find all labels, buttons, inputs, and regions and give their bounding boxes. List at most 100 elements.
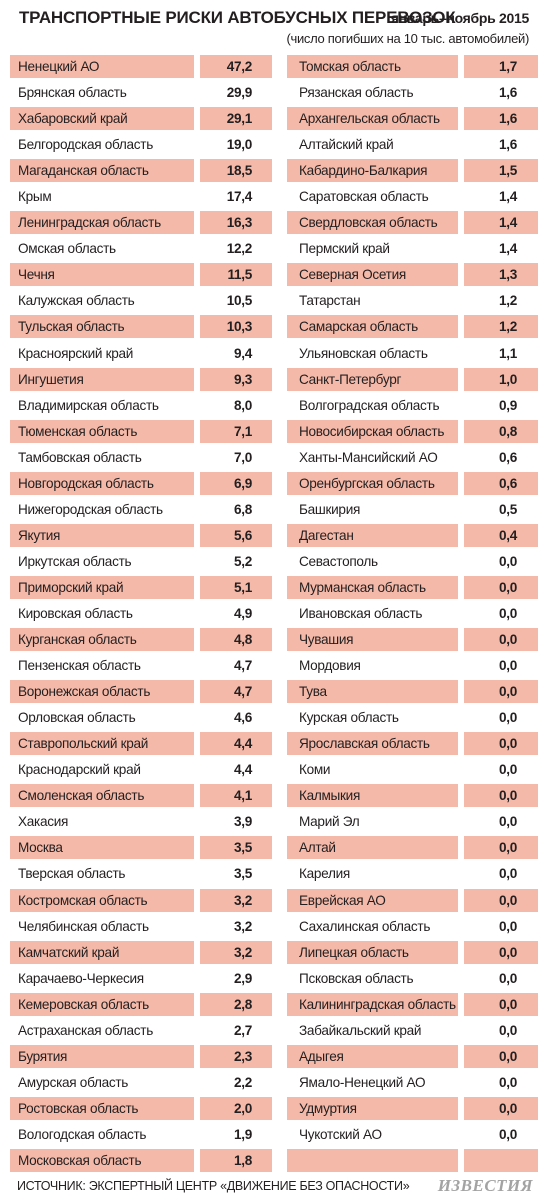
risk-value: 9,4 — [234, 345, 252, 361]
risk-value: 0,0 — [464, 575, 538, 599]
region-name: Ханты-Мансийский АО — [299, 449, 438, 465]
region-name: Ивановская область — [299, 605, 423, 621]
region-name: Марий Эл — [299, 814, 360, 830]
risk-value: 0,0 — [499, 814, 517, 830]
risk-value: 6,8 — [234, 501, 252, 517]
region-name: Камчатский край — [10, 940, 194, 964]
risk-value: 4,4 — [234, 762, 252, 778]
region-name: Сахалинская область — [299, 918, 431, 934]
region-name: Ярославская область — [287, 732, 458, 756]
region-name: Свердловская область — [287, 211, 458, 235]
region-name: Пермский край — [299, 241, 390, 257]
region-name: Краснодарский край — [18, 762, 141, 778]
risk-value: 7,0 — [234, 449, 252, 465]
region-name: Калининградская область — [287, 992, 458, 1016]
region-name: Магаданская область — [10, 159, 194, 183]
region-name: Самарская область — [287, 315, 458, 339]
risk-value: 0,0 — [499, 553, 517, 569]
region-name: Тамбовская область — [18, 449, 142, 465]
risk-value: 5,1 — [200, 575, 272, 599]
region-name: Алтай — [287, 836, 458, 860]
region-name: Чувашия — [287, 628, 458, 652]
region-name: Рязанская область — [299, 85, 414, 101]
period-label: январь–ноябрь 2015 — [390, 10, 530, 26]
risk-value: 2,7 — [234, 1022, 252, 1038]
risk-value: 18,5 — [200, 159, 272, 183]
region-name: Московская область — [10, 1148, 194, 1172]
risk-value: 4,7 — [234, 658, 252, 674]
risk-value: 11,5 — [200, 263, 272, 287]
region-name: Астраханская область — [18, 1022, 153, 1038]
risk-value: 0,0 — [499, 1126, 517, 1142]
risk-value: 3,2 — [200, 940, 272, 964]
region-name: Якутия — [10, 523, 194, 547]
risk-value: 0,0 — [464, 888, 538, 912]
risk-value: 1,4 — [499, 241, 517, 257]
region-name: Омская область — [18, 241, 116, 257]
risk-value: 1,7 — [464, 55, 538, 78]
region-name: Ставропольский край — [10, 732, 194, 756]
region-name: Северная Осетия — [287, 263, 458, 287]
risk-value: 0,0 — [464, 628, 538, 652]
risk-value: 0,0 — [464, 732, 538, 756]
region-name: Приморский край — [10, 575, 194, 599]
region-name: Дагестан — [287, 523, 458, 547]
risk-value: 3,5 — [200, 836, 272, 860]
region-name: Кировская область — [18, 605, 133, 621]
risk-value: 4,1 — [200, 784, 272, 808]
risk-value: 0,6 — [464, 471, 538, 495]
risk-value: 2,9 — [234, 970, 252, 986]
region-name: Белгородская область — [18, 137, 154, 153]
risk-value: 10,5 — [226, 293, 253, 309]
risk-value: 2,3 — [200, 1044, 272, 1068]
risk-value: 3,2 — [200, 888, 272, 912]
region-name: Мордовия — [299, 658, 361, 674]
region-name: Татарстан — [299, 293, 361, 309]
risk-value: 1,1 — [499, 345, 517, 361]
risk-value: 29,1 — [200, 107, 272, 131]
region-name: Карачаево-Черкесия — [18, 970, 144, 986]
region-name: Красноярский край — [18, 345, 134, 361]
region-name: Алтайский край — [299, 137, 394, 153]
risk-value: 3,9 — [234, 814, 252, 830]
region-name: Тверская область — [18, 866, 126, 882]
risk-value: 2,2 — [234, 1074, 252, 1090]
risk-value: 4,8 — [200, 628, 272, 652]
izvestia-logo: ИЗВЕСТИЯ — [437, 1176, 533, 1195]
region-name: Нижегородская область — [18, 501, 163, 517]
region-name: Чечня — [10, 263, 194, 287]
risk-value: 0,0 — [499, 605, 517, 621]
region-name: Владимирская область — [18, 397, 159, 413]
region-name: Саратовская область — [299, 189, 429, 205]
region-name: Пензенская область — [18, 658, 141, 674]
region-name: Ямало-Ненецкий АО — [299, 1074, 426, 1090]
region-name: Томская область — [287, 55, 458, 78]
risk-value: 0,0 — [464, 992, 538, 1016]
region-name: Архангельская область — [287, 107, 458, 131]
region-name: Ростовская область — [10, 1096, 194, 1120]
region-name: Москва — [10, 836, 194, 860]
risk-value: 3,2 — [234, 918, 252, 934]
risk-value: 0,0 — [499, 710, 517, 726]
risk-value: 1,3 — [464, 263, 538, 287]
region-name: Удмуртия — [287, 1096, 458, 1120]
page-title: ТРАНСПОРТНЫЕ РИСКИ АВТОБУСНЫХ ПЕРЕВОЗОК — [19, 8, 456, 27]
risk-value: 1,2 — [464, 315, 538, 339]
region-name: Тульская область — [10, 315, 194, 339]
risk-value: 1,4 — [464, 211, 538, 235]
risk-value: 0,8 — [464, 419, 538, 443]
risk-value: 5,2 — [234, 553, 252, 569]
region-name: Иркутская область — [18, 553, 132, 569]
region-name: Севастополь — [299, 553, 378, 569]
region-name: Бурятия — [10, 1044, 194, 1068]
region-name: Костромская область — [10, 888, 194, 912]
risk-value: 0,5 — [499, 501, 517, 517]
risk-value: 5,6 — [200, 523, 272, 547]
region-name: Курская область — [299, 710, 399, 726]
risk-value: 0,0 — [499, 866, 517, 882]
risk-value: 2,0 — [200, 1096, 272, 1120]
risk-value: 0,6 — [499, 449, 517, 465]
region-name: Оренбургская область — [287, 471, 458, 495]
risk-value: 0,0 — [499, 1022, 517, 1038]
risk-value: 0,0 — [499, 918, 517, 934]
